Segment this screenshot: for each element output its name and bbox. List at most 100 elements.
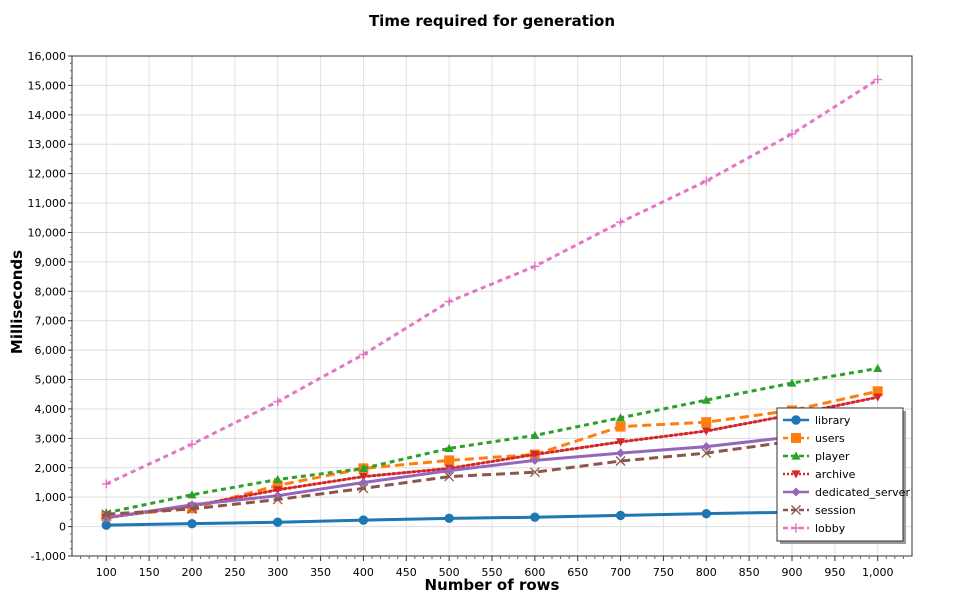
legend-item-archive: archive xyxy=(783,468,856,481)
x-axis-title: Number of rows xyxy=(425,576,560,594)
y-tick-label: 4,000 xyxy=(35,403,67,416)
chart-title: Time required for generation xyxy=(369,12,615,30)
data-point-archive xyxy=(701,427,711,436)
x-tick-label: 150 xyxy=(139,566,160,579)
legend-label-lobby: lobby xyxy=(815,522,846,535)
y-tick-label: 16,000 xyxy=(28,50,67,63)
data-point-library xyxy=(530,512,540,522)
data-point-library xyxy=(444,513,454,524)
data-point-player xyxy=(787,378,797,387)
data-point-session-stroke xyxy=(529,467,540,478)
legend-item-player: player xyxy=(783,450,850,463)
data-point-session xyxy=(101,509,112,520)
legend-marker-player xyxy=(791,451,801,460)
data-point-archive xyxy=(616,438,626,447)
legend-label-dedicated-server: dedicated_server xyxy=(815,486,910,499)
data-point-session xyxy=(615,456,626,466)
legend-item-lobby: lobby xyxy=(783,522,846,535)
x-tick-label: 900 xyxy=(782,566,803,579)
series-line-archive xyxy=(104,395,880,520)
x-tick-label: 850 xyxy=(739,566,760,579)
x-tick-label: 1,000 xyxy=(862,566,894,579)
x-tick-label: 100 xyxy=(96,566,117,579)
data-point-player xyxy=(358,463,368,472)
legend-label-player: player xyxy=(815,450,850,463)
data-point-lobby xyxy=(358,350,368,360)
data-point-dedicated-server xyxy=(444,466,454,476)
data-point-users xyxy=(701,417,712,428)
x-tick-label: 500 xyxy=(439,566,460,579)
x-tick-label: 950 xyxy=(824,566,845,579)
data-point-player xyxy=(444,443,454,452)
data-point-session xyxy=(529,467,540,478)
legend-marker-session xyxy=(791,505,801,515)
y-tick-label: 1,000 xyxy=(35,491,67,504)
data-point-lobby xyxy=(873,75,883,85)
data-point-dedicated-server xyxy=(358,477,368,487)
data-point-lobby xyxy=(787,129,797,139)
data-point-player xyxy=(873,363,883,372)
legend-item-library: library xyxy=(783,414,851,427)
legend-label-library: library xyxy=(815,414,851,427)
y-axis: -1,000 0 1,000 2,000 3,000 4,000 5,000 6,000 7,0… xyxy=(28,50,72,563)
data-point-library xyxy=(701,508,711,519)
x-tick-label: 200 xyxy=(182,566,203,579)
legend-marker-library xyxy=(791,415,801,425)
x-tick-label: 700 xyxy=(610,566,631,579)
legend-marker-lobby xyxy=(791,523,801,533)
series-layer xyxy=(101,75,883,530)
data-point-player xyxy=(273,475,283,484)
x-tick-label: 350 xyxy=(310,566,331,579)
data-point-lobby xyxy=(444,297,454,307)
legend-marker-dedicated-server xyxy=(791,487,801,497)
data-point-session xyxy=(444,471,455,482)
data-point-session xyxy=(187,503,197,514)
legend-item-users: users xyxy=(783,432,845,445)
data-point-lobby xyxy=(273,397,283,407)
y-tick-label: 15,000 xyxy=(28,79,67,92)
y-tick-label: 8,000 xyxy=(35,285,67,298)
x-tick-label: 550 xyxy=(482,566,503,579)
data-point-player xyxy=(187,490,197,499)
data-point-session-stroke xyxy=(272,494,283,505)
data-point-dedicated-server xyxy=(701,442,711,452)
y-tick-label: 9,000 xyxy=(35,256,67,269)
data-point-lobby xyxy=(701,176,711,186)
legend-label-session: session xyxy=(815,504,856,517)
data-point-library xyxy=(273,517,283,527)
y-tick-label: -1,000 xyxy=(31,550,66,563)
data-point-archive xyxy=(873,393,883,402)
data-point-player xyxy=(701,395,711,404)
y-tick-label: 11,000 xyxy=(28,197,67,210)
y-tick-label: 0 xyxy=(59,521,66,534)
series-lobby xyxy=(101,75,883,489)
y-tick-label: 13,000 xyxy=(28,138,67,151)
x-tick-label: 300 xyxy=(267,566,288,579)
x-tick-label: 800 xyxy=(696,566,717,579)
data-point-session-stroke xyxy=(101,509,112,520)
data-point-session-stroke xyxy=(187,503,197,514)
x-axis: 100 150 200 250 300 350 400 450 500 550 600 650 700 7… xyxy=(80,556,904,579)
data-point-session xyxy=(272,494,283,505)
data-point-session-stroke xyxy=(358,483,369,494)
data-point-session-stroke xyxy=(615,456,626,466)
data-point-session-stroke xyxy=(701,448,712,459)
legend: library users player archive dedicated_serve… xyxy=(776,407,910,544)
data-point-users xyxy=(444,455,455,466)
legend-marker-archive xyxy=(791,470,801,479)
data-point-archive xyxy=(530,450,540,460)
data-point-player xyxy=(530,430,540,440)
y-tick-label: 2,000 xyxy=(35,462,67,475)
y-tick-label: 5,000 xyxy=(35,374,67,387)
x-tick-label: 400 xyxy=(353,566,374,579)
y-tick-label: 14,000 xyxy=(28,109,67,122)
data-point-archive xyxy=(273,486,283,495)
data-point-library xyxy=(358,515,369,525)
data-point-lobby xyxy=(530,261,540,271)
legend-item-dedicated-server: dedicated_server xyxy=(783,486,910,499)
series-line-dedicated-server xyxy=(106,429,878,520)
data-point-users xyxy=(615,421,626,432)
data-point-lobby xyxy=(187,439,197,449)
data-point-lobby xyxy=(101,479,111,489)
y-tick-label: 10,000 xyxy=(28,226,67,239)
